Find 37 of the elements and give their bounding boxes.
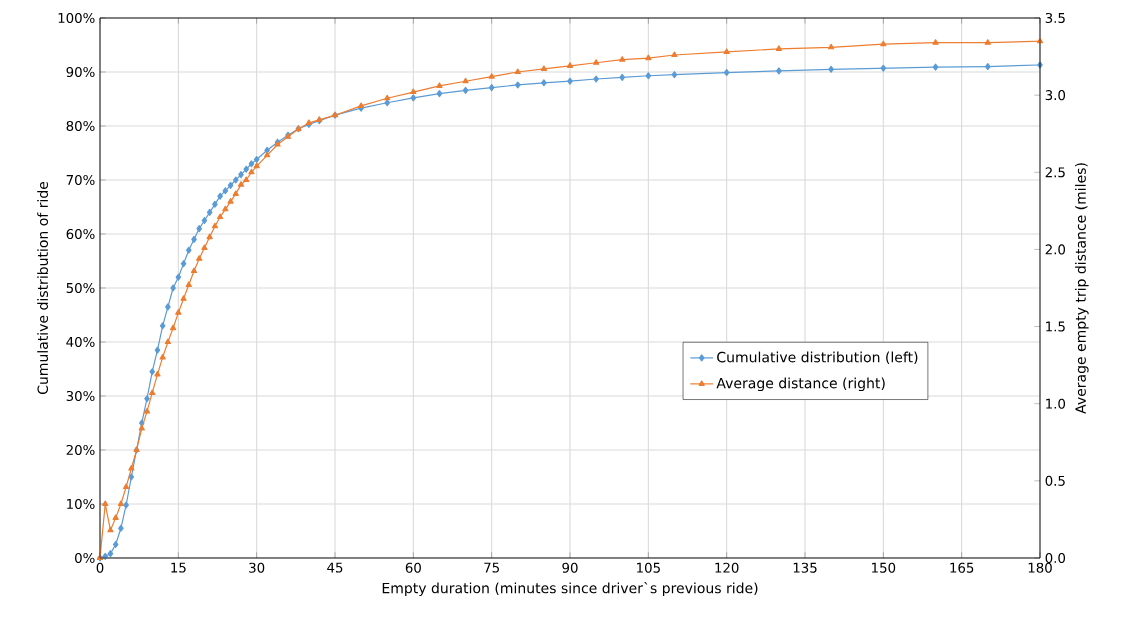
y2-tick-label: 0.5 [1045,475,1065,486]
x-tick-label: 30 [249,562,265,573]
y2-tick-label: 3.0 [1045,90,1066,101]
y-tick-label: 10% [67,498,95,510]
x-tick-label: 90 [562,562,578,573]
legend-label: Average distance (right) [716,377,885,392]
y2-tick-label: 3.5 [1045,12,1065,24]
y-tick-label: 100% [58,12,95,24]
y2-tick-label: 2.5 [1045,167,1065,178]
x-tick-label: 120 [715,562,739,573]
y-axis-title: Cumulative distribution of ride [37,181,49,395]
x-tick-label: 75 [484,562,499,573]
x-tick-label: 45 [327,562,343,573]
y-tick-label: 50% [66,282,95,294]
x-tick-label: 165 [950,562,974,573]
x-tick-label: 15 [171,562,186,573]
y2-tick-label: 2.0 [1045,244,1066,255]
x-tick-label: 0 [96,562,104,573]
x-tick-label: 60 [405,562,421,573]
y2-tick-label: 0.0 [1045,552,1066,564]
y-tick-label: 0% [75,552,95,564]
y2-axis-title: Average empty trip distance (miles) [1075,163,1089,414]
x-tick-label: 150 [872,562,896,573]
y-tick-label: 40% [66,336,95,348]
y2-tick-label: 1.5 [1046,321,1065,332]
x-tick-label: 180 [1028,562,1052,573]
y-tick-label: 70% [66,174,95,186]
legend-label: Cumulative distribution (left) [717,351,918,365]
y-tick-label: 60% [66,228,95,240]
x-axis-title: Empty duration (minutes since driver`s previous ride) [382,581,758,597]
y-tick-label: 80% [66,120,95,132]
y-tick-label: 30% [66,390,95,402]
y-tick-label: 90% [66,66,95,78]
y-tick-label: 20% [66,444,95,456]
x-tick-label: 105 [637,562,660,573]
x-tick-label: 135 [793,562,817,573]
y2-tick-label: 1.0 [1046,398,1066,409]
